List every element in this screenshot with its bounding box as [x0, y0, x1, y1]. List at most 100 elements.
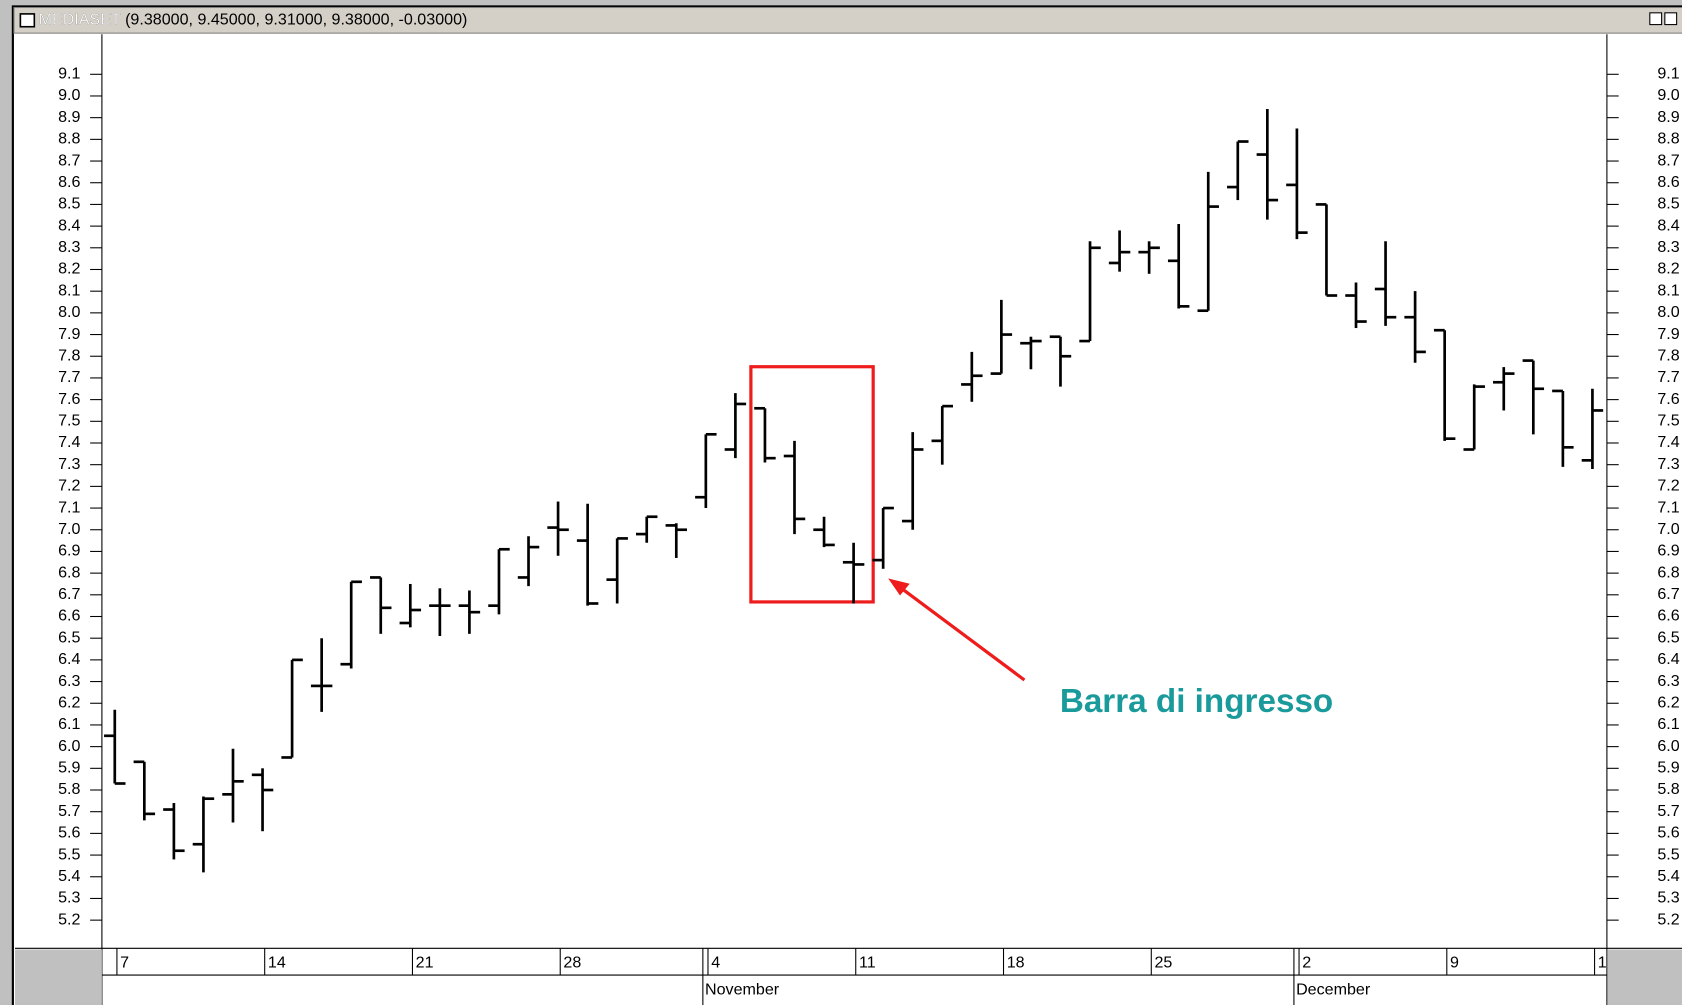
y-tick-label-right: 6.2: [1657, 694, 1679, 712]
restore-button[interactable]: [1649, 12, 1663, 26]
ohlc-bar: [931, 404, 953, 465]
y-tick-label: 8.6: [58, 173, 80, 191]
y-tick-label-right: 8.4: [1657, 216, 1679, 234]
ohlc-bar: [340, 580, 362, 669]
ohlc-bar: [1522, 359, 1545, 435]
y-tick-label-right: 6.9: [1657, 542, 1679, 560]
x-tick-label: 1: [1598, 954, 1607, 972]
ohlc-bar: [104, 709, 126, 785]
x-tick-label: 28: [563, 954, 581, 972]
y-tick-label-right: 7.0: [1657, 520, 1679, 538]
ohlc-bar: [665, 523, 688, 558]
y-tick-label: 6.0: [58, 737, 80, 755]
y-tick-label-right: 6.1: [1657, 715, 1679, 733]
ohlc-bar: [281, 658, 303, 759]
ohlc-bar: [1138, 241, 1160, 274]
window-icon[interactable]: [19, 13, 36, 28]
close-button[interactable]: [1664, 12, 1678, 26]
ohlc-bar: [813, 516, 835, 548]
x-tick-label: 9: [1450, 954, 1459, 972]
y-tick-label-right: 8.0: [1657, 303, 1679, 321]
y-tick-label: 7.5: [58, 412, 80, 430]
ohlc-bar: [517, 536, 540, 587]
y-tick-label-right: 9.0: [1657, 86, 1679, 104]
corner-right: [1607, 949, 1682, 1005]
x-tick-label: 18: [1007, 954, 1025, 972]
y-tick-label: 8.1: [58, 281, 80, 299]
y-tick-label: 5.9: [58, 759, 80, 777]
x-tick-label: 4: [711, 954, 720, 972]
ohlc-bar: [636, 515, 658, 543]
x-tick-label: 11: [859, 954, 876, 972]
x-tick-label: 2: [1302, 954, 1311, 972]
y-tick-label-right: 7.8: [1657, 347, 1679, 365]
y-tick-label: 8.0: [58, 303, 80, 321]
symbol: MEDIASET: [39, 11, 121, 29]
y-tick-label-right: 8.6: [1657, 173, 1679, 191]
y-tick-label: 9.0: [58, 86, 80, 104]
ohlc-bar: [1374, 241, 1397, 326]
ohlc-bar: [547, 501, 569, 556]
y-tick-label-right: 7.9: [1657, 325, 1679, 343]
y-tick-label: 8.9: [58, 108, 80, 126]
y-tick-label-right: 8.3: [1657, 238, 1679, 256]
y-tick-label: 6.3: [58, 672, 80, 690]
title-bar: [13, 6, 1682, 34]
ohlc-bar: [576, 503, 599, 606]
y-tick-label-right: 7.1: [1657, 498, 1679, 516]
ohlc-bar: [961, 351, 983, 402]
ohlc-bar: [163, 803, 185, 860]
y-tick-label-right: 8.1: [1657, 281, 1679, 299]
y-tick-label-right: 8.2: [1657, 260, 1679, 278]
ohlc-bar: [251, 768, 274, 832]
y-tick-label: 6.2: [58, 694, 80, 712]
y-tick-label: 5.6: [58, 824, 80, 842]
y-tick-label: 5.3: [58, 889, 80, 907]
ohlc-bar: [310, 638, 333, 712]
x-tick-label: 21: [416, 954, 434, 972]
y-tick-label: 6.4: [58, 650, 80, 668]
ohlc-bar: [606, 537, 628, 604]
y-tick-label-right: 5.9: [1657, 759, 1679, 777]
y-tick-label-right: 7.6: [1657, 390, 1679, 408]
ohlc-bar: [458, 590, 481, 634]
y-tick-label: 8.4: [58, 216, 80, 234]
highlight-box: [749, 365, 875, 604]
ohlc-bar: [1079, 241, 1101, 343]
y-tick-label-right: 5.8: [1657, 780, 1679, 798]
ohlc-bar: [222, 748, 244, 823]
ohlc-bar: [1404, 291, 1426, 363]
ohlc-bar: [1552, 389, 1574, 467]
ohlc-bar: [429, 588, 451, 637]
y-tick-label: 8.8: [58, 130, 80, 148]
ohlc-bar: [1581, 388, 1604, 470]
y-tick-label-right: 6.7: [1657, 585, 1679, 603]
quote: (9.38000, 9.45000, 9.31000, 9.38000, -0.…: [125, 11, 467, 29]
y-tick-label: 6.6: [58, 607, 80, 625]
y-tick-label-right: 5.3: [1657, 889, 1679, 907]
y-tick-label-right: 7.5: [1657, 412, 1679, 430]
ohlc-bar: [1020, 336, 1042, 370]
y-tick-label: 6.7: [58, 585, 80, 603]
y-tick-label-right: 5.2: [1657, 910, 1679, 928]
y-tick-label-right: 8.5: [1657, 195, 1679, 213]
x-tick-label: 14: [268, 954, 286, 972]
y-tick-label: 5.5: [58, 845, 80, 863]
y-tick-label: 7.2: [58, 477, 80, 495]
y-tick-label-right: 5.7: [1657, 802, 1679, 820]
annotation: Barra di ingresso: [1060, 683, 1333, 720]
y-tick-label-right: 8.9: [1657, 108, 1679, 126]
ohlc-bar: [842, 542, 865, 604]
y-tick-label: 5.7: [58, 802, 80, 820]
y-tick-label: 6.1: [58, 715, 80, 733]
y-tick-label-right: 7.7: [1657, 368, 1679, 386]
y-tick-label-right: 6.3: [1657, 672, 1679, 690]
ohlc-bar: [1227, 140, 1249, 201]
y-tick-label: 7.7: [58, 368, 80, 386]
y-tick-label: 5.8: [58, 780, 80, 798]
y-tick-label: 6.8: [58, 563, 80, 581]
y-tick-label-right: 6.0: [1657, 737, 1679, 755]
y-tick-label: 7.4: [58, 433, 80, 451]
y-tick-label-right: 7.3: [1657, 455, 1679, 473]
